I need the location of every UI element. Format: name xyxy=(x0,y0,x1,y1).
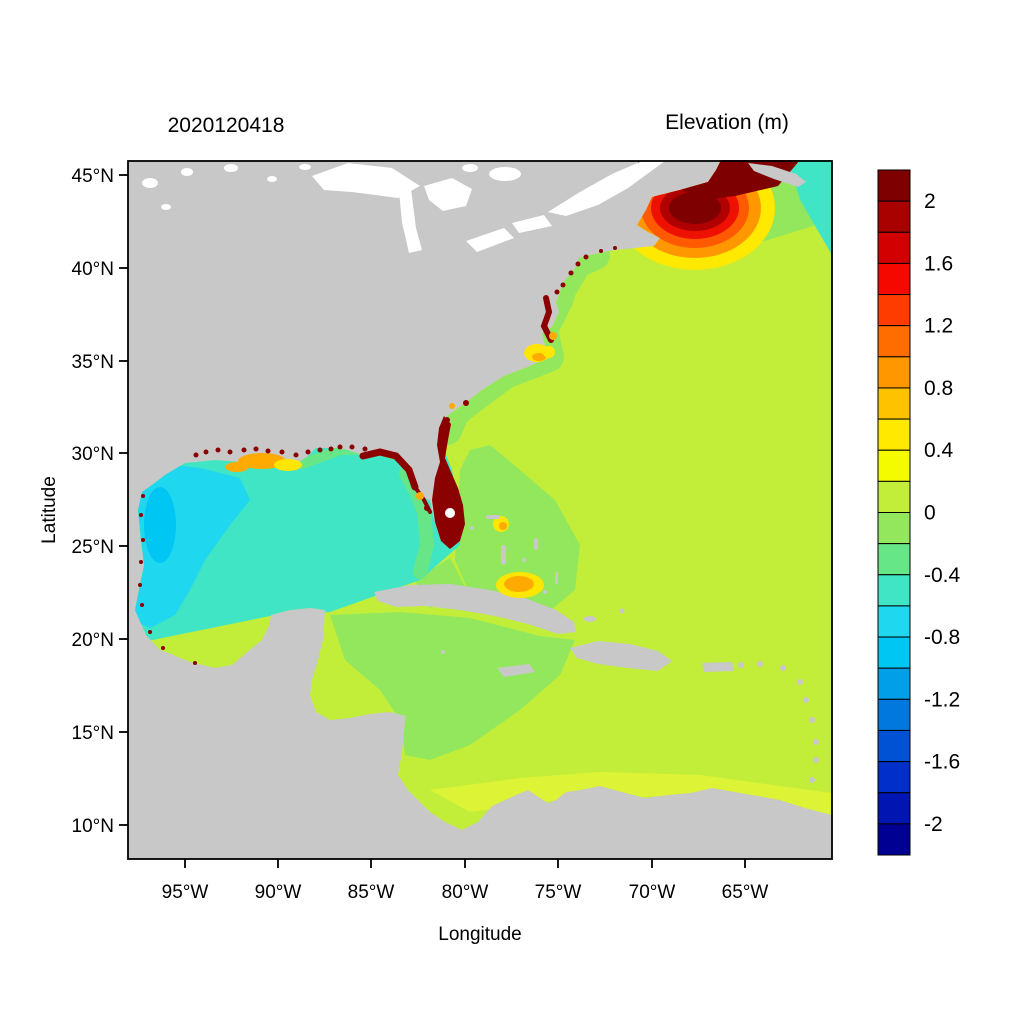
colorbar-segment xyxy=(877,294,911,327)
colorbar-tick-label: 0 xyxy=(924,502,936,525)
bahamas-islands xyxy=(470,515,625,622)
x-tick-label: 75°W xyxy=(535,882,582,903)
lake-huron xyxy=(424,178,472,211)
coastal-surge-patches xyxy=(138,161,652,665)
lake-erie xyxy=(466,228,514,252)
x-tick-label: 80°W xyxy=(442,882,489,903)
colorbar: 2 1.6 1.2 0.8 0.4 0 -0.4 -0.8 -1.2 -1.6 -2 xyxy=(877,169,961,856)
colorbar-segment xyxy=(877,512,911,545)
lakes-layer xyxy=(142,161,665,253)
y-tick-label: 35°N xyxy=(72,352,114,373)
east-coast-green-band xyxy=(432,240,610,445)
lake-ontario xyxy=(512,215,552,233)
chesapeake-delaware-specks xyxy=(540,161,652,358)
colorbar-segment xyxy=(877,761,911,794)
colorbar-tick-label: -0.4 xyxy=(924,564,961,587)
x-tick-label: 90°W xyxy=(255,882,302,903)
x-tick-label: 95°W xyxy=(162,882,209,903)
colorbar-segment xyxy=(877,418,911,451)
x-tick-label: 65°W xyxy=(722,882,769,903)
west-gulf-cyan-core xyxy=(144,487,176,563)
colorbar-segment xyxy=(877,543,911,576)
florida-big-bend-band xyxy=(359,448,432,514)
colorbar-segment xyxy=(877,449,911,482)
colorbar-segment xyxy=(877,356,911,389)
nova-scotia xyxy=(748,163,806,187)
y-tick-label: 40°N xyxy=(72,259,114,280)
lake-michigan xyxy=(399,189,422,253)
colorbar-segment xyxy=(877,823,911,856)
colorbar-segment xyxy=(877,667,911,700)
louisiana-coast-patches xyxy=(193,444,368,472)
colorbar-segment xyxy=(877,325,911,358)
islands-layer xyxy=(374,163,819,783)
florida-surge-blob xyxy=(432,416,465,549)
colorbar-segment xyxy=(877,636,911,669)
y-tick-label: 25°N xyxy=(72,537,114,558)
hispaniola xyxy=(570,641,672,671)
colorbar-tick-label: 2 xyxy=(924,190,936,213)
y-tick-label: 10°N xyxy=(72,816,114,837)
y-tick-label: 30°N xyxy=(72,444,114,465)
colorbar-segment xyxy=(877,605,911,638)
south-caribbean-fill xyxy=(430,772,832,815)
plot-frame xyxy=(127,160,833,860)
colorbar-tick-label: 1.2 xyxy=(924,315,953,338)
colorbar-segment xyxy=(877,792,911,825)
x-tick-labels: 95°W 90°W 85°W 80°W 75°W 70°W 65°W xyxy=(162,882,769,903)
puerto-rico xyxy=(702,662,734,672)
title-left: 2020120418 xyxy=(168,114,285,137)
colorbar-segment xyxy=(877,698,911,731)
axis-ticks xyxy=(119,174,746,868)
colorbar-tick-label: -1.6 xyxy=(924,751,960,774)
jamaica xyxy=(497,664,535,677)
colorbar-segment xyxy=(877,262,911,296)
colorbar-segment xyxy=(877,169,911,202)
lake-superior xyxy=(312,163,420,198)
y-tick-label: 15°N xyxy=(72,723,114,744)
cayman xyxy=(441,650,445,654)
cuba xyxy=(374,584,576,634)
x-tick-label: 70°W xyxy=(629,882,676,903)
x-axis-label: Longitude xyxy=(438,924,521,945)
west-caribbean-green-fill xyxy=(330,612,575,760)
lake-okeechobee xyxy=(445,508,455,518)
colorbar-segment xyxy=(877,231,911,264)
colorbar-segment xyxy=(877,387,911,420)
colorbar-segment xyxy=(877,729,911,763)
texas-mexico-coast-specks xyxy=(138,494,197,665)
y-tick-labels: 45°N 40°N 35°N 30°N 25°N 20°N 15°N 10°N xyxy=(72,166,114,837)
bahamas-green-fill xyxy=(455,445,580,618)
st-lawrence-valley xyxy=(548,161,665,216)
y-tick-label: 45°N xyxy=(72,166,114,187)
bahamas-banks-patch xyxy=(493,516,544,598)
colorbar-tick-label: -1.2 xyxy=(924,688,960,711)
colorbar-tick-label: -0.8 xyxy=(924,626,960,649)
y-axis-label: Latitude xyxy=(39,476,60,544)
title-right: Elevation (m) xyxy=(665,111,789,134)
colorbar-tick-label: 0.4 xyxy=(924,439,954,462)
colorbar-segment xyxy=(877,574,911,607)
lesser-antilles xyxy=(738,661,819,783)
colorbar-tick-label: 1.6 xyxy=(924,252,953,275)
x-tick-label: 85°W xyxy=(348,882,395,903)
pamlico-sound-patch xyxy=(524,344,550,362)
colorbar-tick-label: 0.8 xyxy=(924,377,953,400)
colorbar-segment xyxy=(877,200,911,233)
colorbar-segment xyxy=(877,480,911,513)
y-tick-label: 20°N xyxy=(72,630,114,651)
colorbar-tick-label: -2 xyxy=(924,813,943,836)
